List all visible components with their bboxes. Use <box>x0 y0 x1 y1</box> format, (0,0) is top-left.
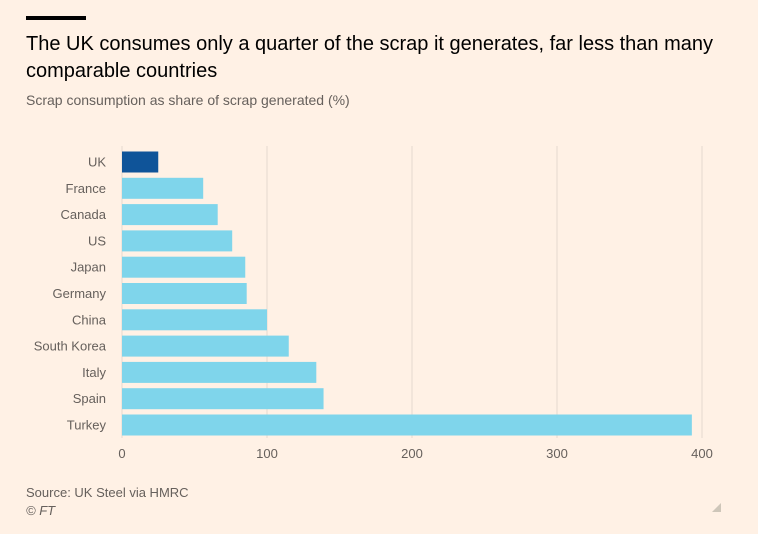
bar-us <box>122 230 233 252</box>
source-note: Source: UK Steel via HMRC <box>26 485 189 500</box>
bar-italy <box>122 361 317 383</box>
top-rule <box>26 16 86 20</box>
category-label: Germany <box>53 286 107 301</box>
category-label: China <box>72 312 107 327</box>
category-label: Italy <box>82 365 106 380</box>
x-tick-label: 0 <box>118 446 125 461</box>
bar-turkey <box>122 414 692 436</box>
category-label: South Korea <box>34 339 107 354</box>
bar-japan <box>122 256 246 278</box>
bar-spain <box>122 388 324 410</box>
chart-subtitle: Scrap consumption as share of scrap gene… <box>26 92 350 108</box>
category-label: UK <box>88 155 106 170</box>
category-label: Spain <box>73 391 106 406</box>
x-tick-label: 200 <box>401 446 423 461</box>
bar-canada <box>122 204 218 226</box>
category-label: Turkey <box>67 418 107 433</box>
category-label: Japan <box>71 260 106 275</box>
x-tick-label: 300 <box>546 446 568 461</box>
bar-uk <box>122 151 159 173</box>
bar-germany <box>122 283 247 304</box>
credit-note: © FT <box>26 503 56 518</box>
category-label: US <box>88 233 106 248</box>
chart-title: The UK consumes only a quarter of the sc… <box>26 33 714 82</box>
x-tick-label: 400 <box>691 446 713 461</box>
expand-corner-icon <box>712 503 721 512</box>
bar-china <box>122 309 267 331</box>
bar-france <box>122 177 204 199</box>
x-tick-label: 100 <box>256 446 278 461</box>
bar-south-korea <box>122 335 289 357</box>
category-label: France <box>66 181 106 196</box>
category-label: Canada <box>60 207 106 222</box>
